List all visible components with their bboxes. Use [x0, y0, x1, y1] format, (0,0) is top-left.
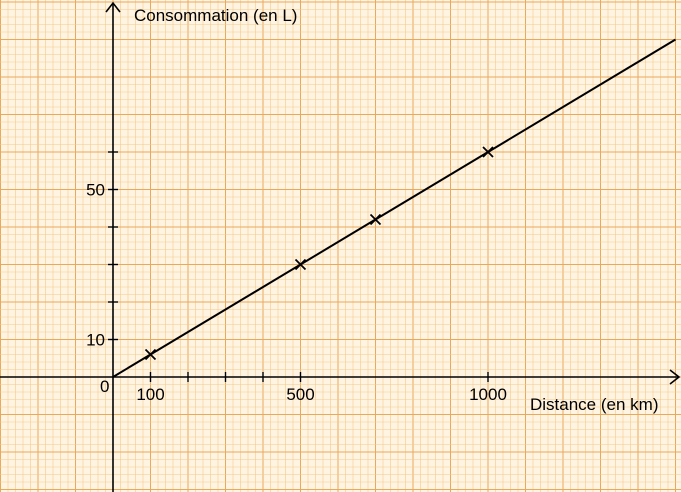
- marker-stroke: [144, 348, 157, 361]
- marker-stroke: [369, 213, 382, 226]
- y-axis-label: Consommation (en L): [134, 6, 297, 25]
- ticks: [108, 151, 489, 382]
- data-point-marker: [294, 258, 307, 271]
- series: [112, 38, 677, 378]
- x-tick-label: 500: [286, 385, 314, 404]
- marker-stroke: [294, 258, 307, 271]
- labels: Consommation (en L) Distance (en km) 0 1…: [86, 6, 658, 414]
- x-axis-arrow: [669, 369, 681, 385]
- x-tick-label: 100: [136, 385, 164, 404]
- series-line: [112, 38, 677, 378]
- data-point-marker: [144, 348, 157, 361]
- y-tick-label: 10: [86, 331, 105, 350]
- x-tick-label: 1000: [469, 385, 507, 404]
- x-axis-label: Distance (en km): [530, 395, 658, 414]
- y-axis-arrow: [105, 1, 121, 13]
- y-tick-label: 50: [86, 181, 105, 200]
- markers: [144, 146, 494, 361]
- marker-stroke: [482, 146, 494, 158]
- data-point-marker: [482, 146, 494, 158]
- data-point-marker: [369, 213, 382, 226]
- origin-label: 0: [100, 377, 109, 396]
